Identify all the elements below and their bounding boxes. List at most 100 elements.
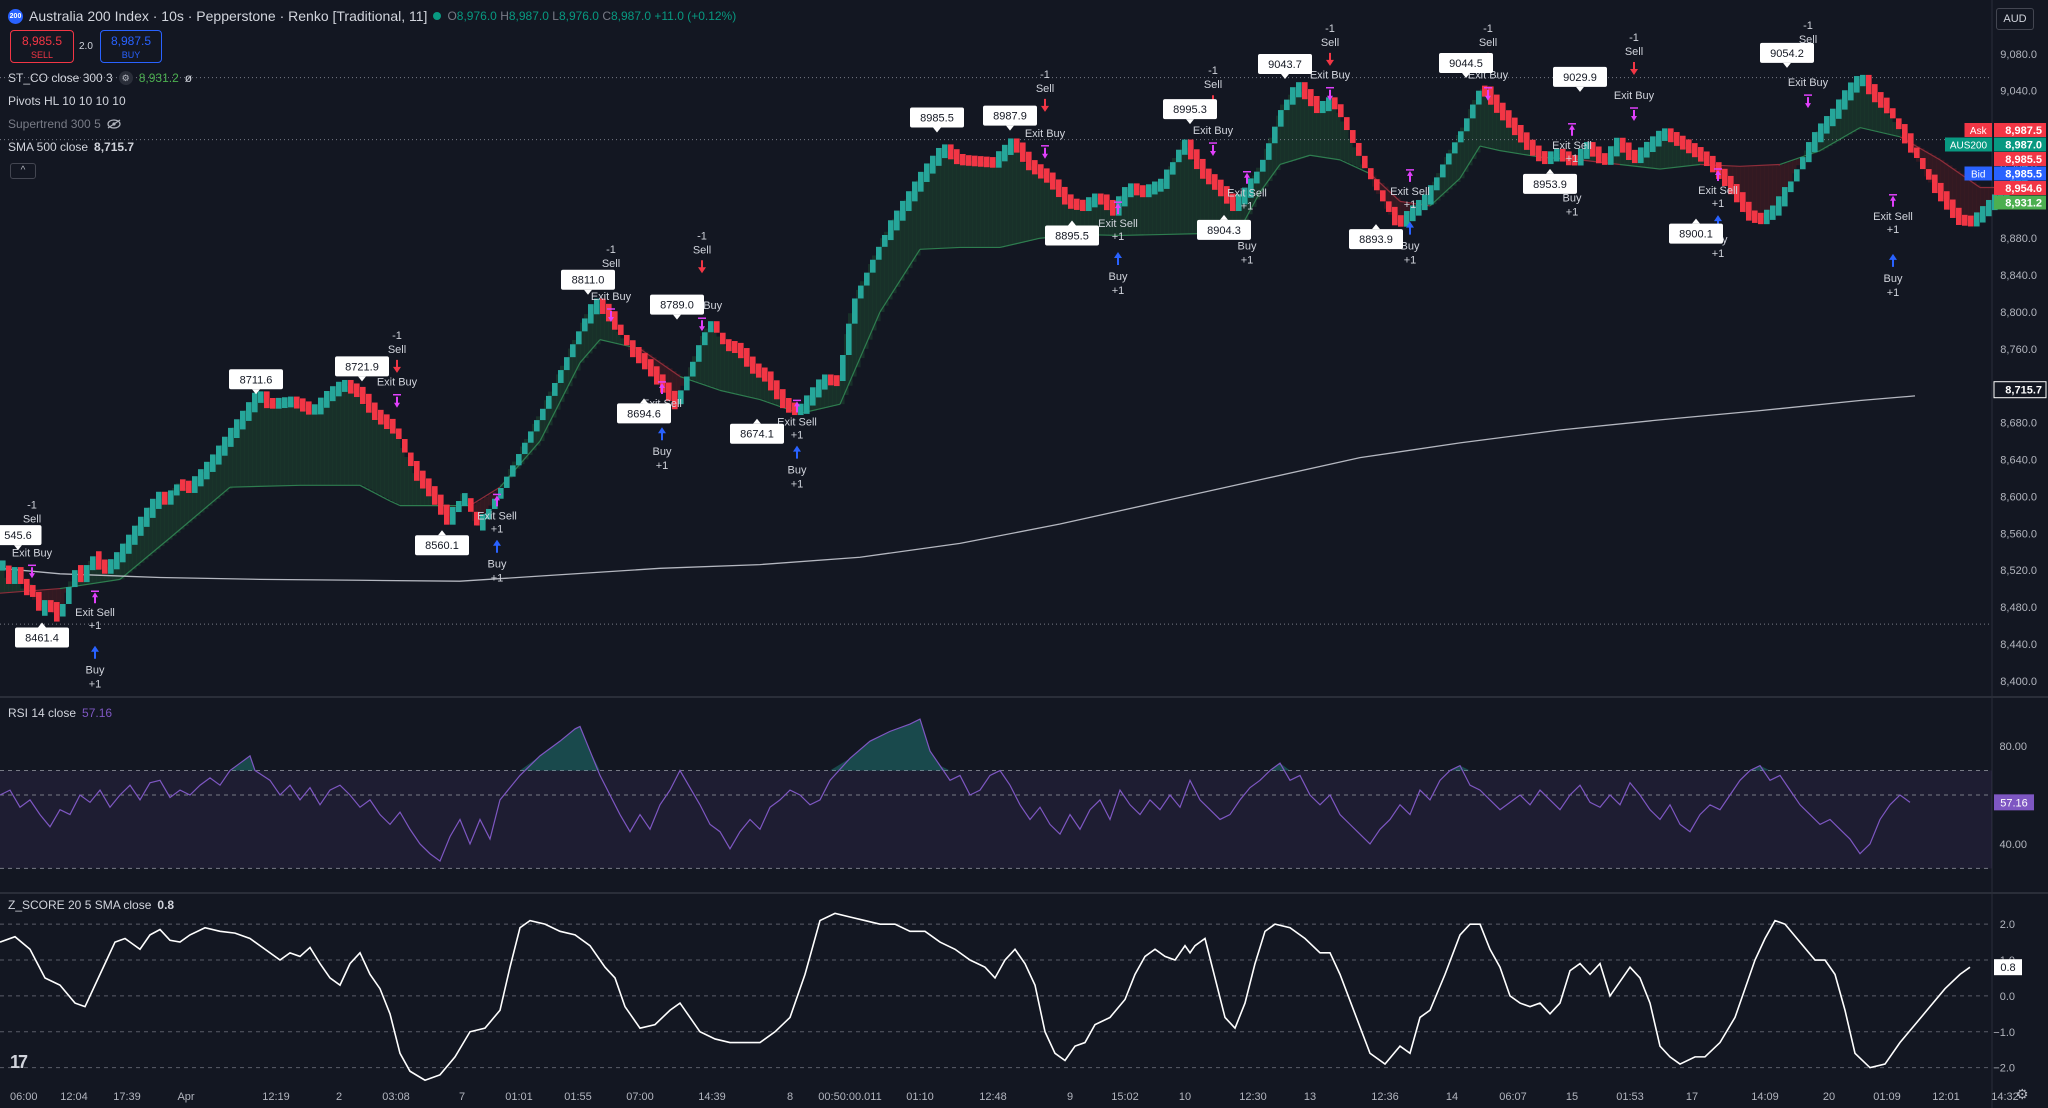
legend-sma[interactable]: SMA 500 close 8,715.7 — [8, 140, 134, 154]
renko-brick-down — [1902, 124, 1908, 144]
legend-zscore[interactable]: Z_SCORE 20 5 SMA close 0.8 — [8, 898, 174, 912]
signal-sell-qty: -1 — [1483, 23, 1493, 35]
renko-brick-up — [1248, 178, 1254, 198]
cloud-segment — [236, 421, 241, 488]
exit-buy-arrow-icon — [1805, 97, 1811, 109]
cloud-segment — [1944, 162, 1949, 205]
st-co-settings-icon[interactable]: ⚙ — [118, 71, 133, 85]
renko-brick-up — [1782, 187, 1788, 207]
renko-brick-up — [336, 381, 342, 397]
renko-brick-up — [234, 419, 240, 439]
renko-brick-up — [0, 560, 6, 571]
renko-brick-down — [612, 311, 618, 330]
rsi-overbought-fill — [930, 750, 940, 771]
cloud-segment — [1332, 104, 1337, 159]
cloud-segment — [1060, 196, 1065, 237]
legend-pivots[interactable]: Pivots HL 10 10 10 10 — [8, 94, 126, 108]
currency-selector[interactable]: AUD — [1996, 8, 2034, 30]
supertrend-line-segment — [359, 484, 391, 502]
signal-sell-label: Sell — [602, 258, 620, 270]
renko-brick-up — [252, 392, 258, 413]
buy-arrow-icon — [493, 539, 501, 553]
legend-st-co[interactable]: ST_CO close 300 3 ⚙ 8,931.2 ø — [8, 71, 192, 85]
renko-brick-down — [186, 480, 192, 493]
cloud-segment — [768, 385, 773, 403]
renko-brick-up — [1812, 132, 1818, 153]
cloud-segment — [860, 281, 865, 359]
cloud-segment — [1232, 203, 1237, 230]
renko-brick-down — [420, 470, 426, 489]
cloud-segment — [1952, 168, 1957, 216]
time-axis[interactable]: 06:00 12:04 17:39 Apr 12:19 2 03:08 7 01:01 01:55… — [10, 1091, 2019, 1103]
collapse-legend-button[interactable]: ^ — [10, 163, 36, 179]
renko-brick-down — [1032, 160, 1038, 175]
renko-brick-up — [1854, 76, 1860, 93]
zscore-pane[interactable]: 2.01.00.0−1.0−2.00.8 — [0, 912, 2022, 1082]
cloud-segment — [1452, 142, 1457, 186]
cloud-segment — [1096, 197, 1101, 235]
cloud-segment — [1280, 104, 1285, 165]
renko-brick-up — [1158, 178, 1164, 192]
legend-rsi[interactable]: RSI 14 close 57.16 — [8, 706, 112, 720]
renko-brick-down — [438, 494, 444, 515]
signal-buy-qty: +1 — [1241, 255, 1254, 267]
tradingview-logo[interactable]: 17 — [10, 1052, 28, 1072]
cloud-segment — [276, 402, 281, 486]
cloud-segment — [152, 500, 157, 553]
signal-exit-buy-label: Exit Buy — [1310, 70, 1351, 82]
buy-button[interactable]: 8,987.5 BUY — [100, 30, 162, 63]
cloud-segment — [832, 380, 837, 407]
cloud-segment — [304, 408, 309, 486]
cloud-segment — [400, 448, 405, 506]
cloud-segment — [1320, 106, 1325, 157]
pivot-label-text: 8674.1 — [740, 429, 774, 441]
signal-exit-sell-label: Exit Sell — [1698, 185, 1738, 197]
cloud-segment — [696, 345, 701, 383]
cloud-segment — [140, 518, 145, 563]
time-tick-label: 06:00 — [10, 1091, 38, 1103]
eye-off-icon[interactable] — [107, 119, 121, 129]
renko-brick-down — [762, 367, 768, 382]
market-status-icon[interactable] — [433, 12, 442, 20]
pivot-labels: 545.6 8461.4 8711.6 8721.9 8560.1 8811.0 8694.… — [0, 42, 1814, 648]
renko-brick-down — [1044, 168, 1050, 183]
cloud-segment — [396, 439, 401, 504]
signal-exit-sell-label: Exit Sell — [777, 416, 817, 428]
cloud-segment — [736, 350, 741, 395]
cloud-segment — [1796, 158, 1801, 166]
renko-brick-down — [1740, 192, 1746, 212]
renko-brick-up — [246, 402, 252, 421]
supertrend-line-segment — [879, 248, 921, 313]
zscore-value-tag-text: 0.8 — [2000, 962, 2015, 974]
chart-title[interactable]: Australia 200 Index · 10s · Pepperstone … — [29, 8, 428, 24]
renko-brick-down — [384, 414, 390, 430]
gear-icon[interactable]: ⚙ — [2016, 1086, 2029, 1102]
legend-supertrend[interactable]: Supertrend 300 5 — [8, 117, 121, 131]
cloud-segment — [244, 410, 249, 487]
cloud-segment — [744, 361, 749, 396]
cloud-segment — [428, 493, 433, 506]
sell-button[interactable]: 8,985.5 SELL — [10, 30, 74, 63]
exit-sell-arrow-icon — [1569, 124, 1575, 136]
cloud-segment — [1100, 201, 1105, 235]
price-tag-label-box — [1964, 123, 1992, 137]
rsi-pane[interactable]: 80.00 40.00 57.16 — [0, 718, 2034, 869]
signal-buy-label: Buy — [653, 446, 672, 458]
renko-brick-up — [846, 323, 852, 356]
cloud-segment — [1764, 165, 1769, 215]
cloud-segment — [1456, 134, 1461, 182]
renko-brick-down — [1506, 110, 1512, 128]
cloud-segment — [100, 570, 105, 583]
pivot-label-pointer — [1783, 62, 1791, 68]
renko-brick-up — [1458, 131, 1464, 143]
cloud-segment — [16, 579, 21, 592]
cloud-segment — [1476, 90, 1481, 153]
signal-exit-sell-label: Exit Sell — [75, 607, 115, 619]
exit-buy-arrow-icon — [1485, 89, 1491, 101]
price-tag-value: 8,985.5 — [2005, 154, 2042, 166]
cloud-segment — [1080, 205, 1085, 235]
cloud-segment — [1224, 198, 1229, 231]
renko-brick-down — [180, 479, 186, 491]
cloud-segment — [300, 406, 305, 486]
